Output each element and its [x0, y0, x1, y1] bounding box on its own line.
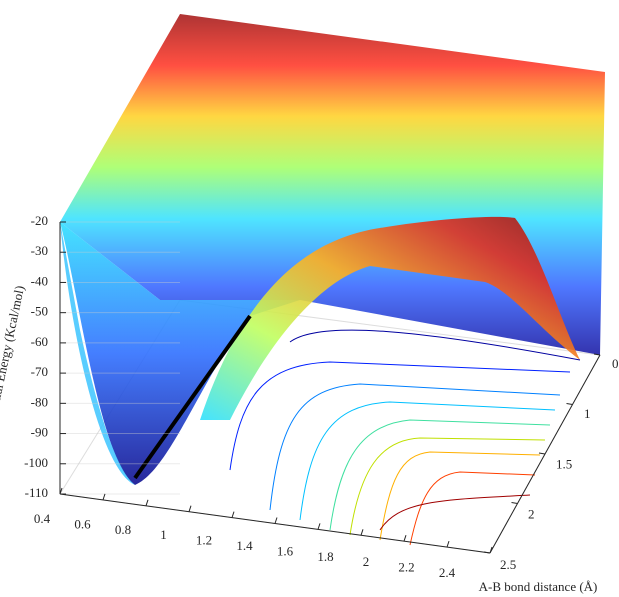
z-tick-label: -110	[25, 485, 48, 500]
x-tick	[59, 487, 63, 495]
x-tick-label: 0.6	[74, 516, 91, 531]
x-tick-label: 2	[363, 554, 370, 569]
surface-decoration	[59, 14, 605, 554]
x-tick	[360, 529, 364, 536]
y-tick	[538, 452, 546, 455]
x-tick-label: 0.4	[34, 511, 51, 526]
z-tick-label: -90	[31, 425, 48, 440]
z-tick-label: -30	[31, 243, 48, 258]
z-tick-label: -70	[31, 364, 48, 379]
z-tick-label: -50	[31, 304, 48, 319]
x-tick-label: 1	[160, 527, 167, 542]
x-tick	[145, 499, 149, 506]
x-tick	[317, 523, 321, 530]
y-tick-label: 0.5	[612, 356, 619, 371]
x-tick	[188, 505, 192, 512]
x-tick	[403, 535, 407, 542]
x-tick-label: 1.2	[196, 533, 212, 548]
x-tick-label: 2.4	[439, 565, 456, 580]
y-tick	[483, 551, 491, 554]
x-tick	[489, 546, 493, 554]
y-tick-label: 2	[528, 507, 535, 522]
y-tick	[511, 502, 518, 504]
z-tick-label: -100	[24, 455, 48, 470]
z-axis-label: Potential Energy (Kcal/mol)	[0, 284, 27, 431]
x-tick-label: 1.6	[277, 543, 294, 558]
z-tick-label: -20	[31, 213, 48, 228]
y-tick-label: 2.5	[500, 557, 516, 572]
y-tick-label: 1	[584, 406, 591, 421]
x-tick-label: 0.8	[115, 522, 131, 537]
x-tick	[274, 517, 278, 524]
x-tick	[231, 511, 235, 518]
x-axis-label: A-B bond distance (Å)	[479, 579, 598, 594]
y-tick-label: 1.5	[556, 456, 572, 471]
x-tick-label: 1.4	[236, 538, 253, 553]
x-tick-label: 1.8	[317, 549, 333, 564]
x-tick	[102, 493, 106, 501]
x-tick	[446, 540, 450, 548]
z-tick-label: -80	[31, 394, 48, 409]
x-tick-label: 2.2	[398, 560, 414, 575]
y-tick	[566, 403, 573, 405]
z-tick-label: -60	[31, 334, 48, 349]
z-tick-label: -40	[31, 273, 48, 288]
y-tick	[593, 353, 601, 356]
